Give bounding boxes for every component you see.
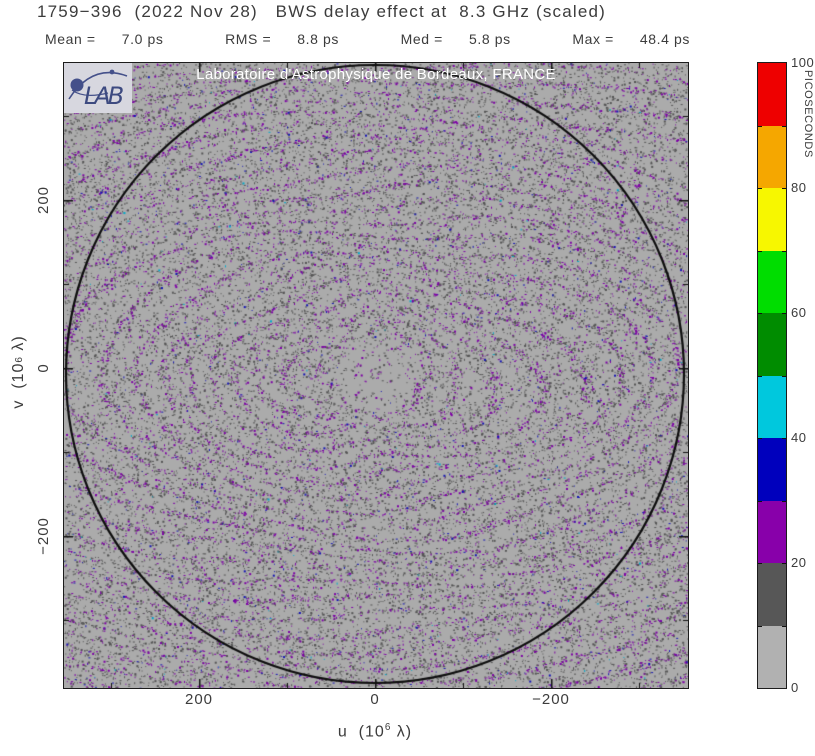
y-axis-title-exponent: 6: [13, 356, 25, 363]
colorbar-notch: [758, 625, 762, 627]
colorbar-notch: [758, 438, 762, 439]
colorbar: [757, 62, 787, 689]
uv-coverage-canvas: [64, 63, 688, 688]
stat-label: Max =: [572, 31, 614, 47]
colorbar-notch: [782, 250, 786, 252]
colorbar-label-80: 80: [791, 180, 807, 195]
stat-med: Med = 5.8 ps: [401, 31, 511, 47]
x-axis-title: u (106 λ): [338, 722, 412, 741]
stat-value: 5.8 ps: [468, 31, 511, 47]
colorbar-label-20: 20: [791, 555, 807, 570]
x-tick-label-neg200: −200: [532, 691, 570, 708]
x-tick-label-200: 200: [184, 691, 214, 708]
colorbar-notch: [758, 313, 762, 314]
y-axis-title: v (10 6 λ): [9, 302, 29, 442]
colorbar-label-60: 60: [791, 305, 807, 320]
y-tick-label-0: 0: [34, 363, 52, 373]
colorbar-notch: [758, 250, 762, 252]
x-axis-title-text: u (10: [337, 723, 385, 741]
stat-value: 48.4 ps: [639, 31, 690, 47]
plot-title: 1759−396 (2022 Nov 28) BWS delay effect …: [37, 2, 607, 21]
colorbar-segment: [758, 250, 786, 313]
stat-max: Max = 48.4 ps: [572, 31, 690, 47]
colorbar-segment: [758, 375, 786, 438]
x-axis-title-unit: λ): [391, 723, 413, 741]
colorbar-notch: [782, 188, 786, 189]
y-tick-label-200: 200: [34, 185, 52, 215]
colorbar-notch: [782, 500, 786, 502]
colorbar-segment: [758, 125, 786, 188]
colorbar-notch: [782, 563, 786, 564]
stat-mean: Mean = 7.0 ps: [45, 31, 163, 47]
colorbar-segment: [758, 438, 786, 501]
x-tick-label-0: 0: [370, 691, 380, 708]
stat-label: Med =: [400, 31, 443, 47]
y-axis-title-text: v (10: [10, 362, 27, 409]
colorbar-segment: [758, 500, 786, 563]
stat-value: 8.8 ps: [297, 31, 340, 47]
colorbar-segment: [758, 63, 786, 126]
stat-label: RMS =: [225, 31, 272, 47]
stat-rms: RMS = 8.8 ps: [225, 31, 339, 47]
stat-value: 7.0 ps: [121, 31, 164, 47]
lab-logo-image: LAB: [68, 69, 128, 110]
colorbar-segment: [758, 188, 786, 251]
colorbar-notch: [782, 125, 786, 127]
colorbar-label-100: 100: [791, 55, 815, 70]
overlay-credit: Laboratoire d'Astrophysique de Bordeaux,…: [196, 66, 556, 83]
stats-row: Mean = 7.0 ps RMS = 8.8 ps Med = 5.8 ps …: [45, 31, 690, 47]
colorbar-notch: [782, 375, 786, 377]
colorbar-notch: [782, 438, 786, 439]
colorbar-label-0: 0: [791, 680, 799, 695]
stat-label: Mean =: [45, 31, 96, 47]
colorbar-notch: [758, 500, 762, 502]
colorbar-notch: [758, 125, 762, 127]
svg-text:LAB: LAB: [84, 82, 123, 110]
colorbar-notch: [782, 625, 786, 627]
y-tick-label-neg200: −200: [34, 517, 52, 555]
y-axis-title-unit: λ): [10, 335, 27, 357]
colorbar-notch: [758, 563, 762, 564]
plot-frame: [63, 62, 689, 689]
colorbar-notch: [782, 313, 786, 314]
colorbar-notch: [758, 375, 762, 377]
colorbar-segment: [758, 563, 786, 626]
lab-logo: LAB: [64, 63, 132, 113]
x-axis-title-exponent: 6: [384, 722, 392, 733]
colorbar-segment: [758, 625, 786, 688]
colorbar-segment: [758, 313, 786, 376]
colorbar-title: PICOSECONDS: [802, 70, 814, 158]
colorbar-label-40: 40: [791, 430, 807, 445]
colorbar-notch: [758, 188, 762, 189]
